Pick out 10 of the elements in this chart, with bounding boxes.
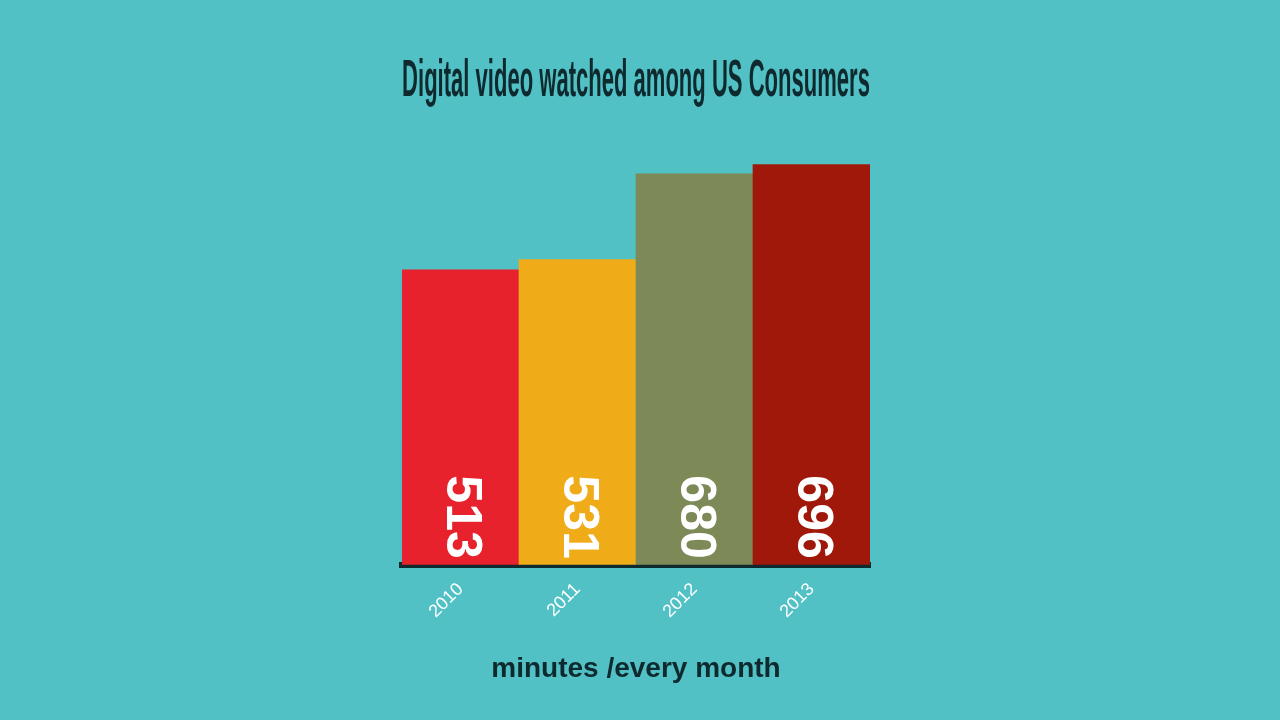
- data-label: 680: [669, 475, 726, 559]
- bar: [635, 173, 754, 565]
- x-axis-title: minutes /every month: [491, 651, 781, 683]
- chart-title: Digital video watched among US Consumers: [402, 48, 870, 106]
- bar: [752, 164, 870, 565]
- data-label: 513: [435, 475, 492, 559]
- bar: [518, 259, 637, 565]
- data-label: 531: [552, 475, 609, 559]
- bar: [402, 269, 520, 565]
- data-label: 696: [786, 475, 843, 559]
